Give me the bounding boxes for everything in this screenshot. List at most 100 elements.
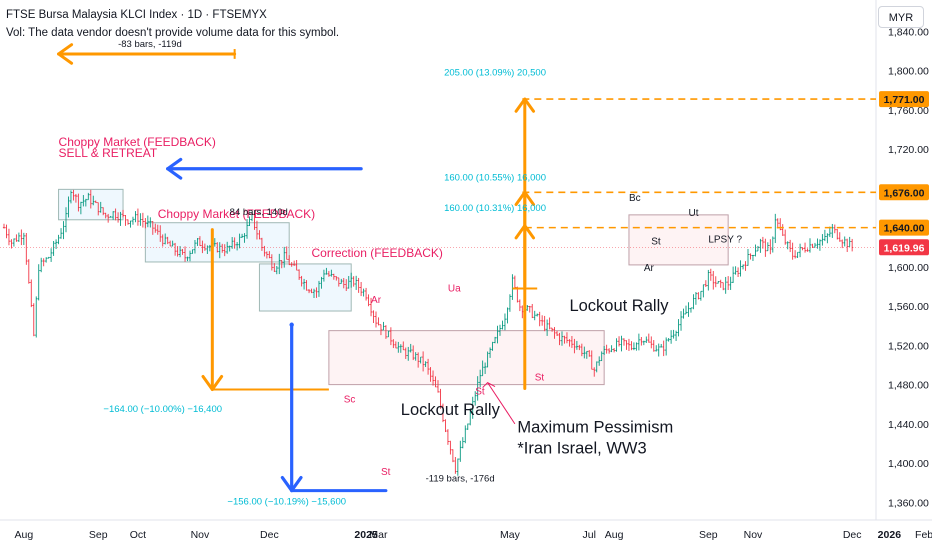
x-tick-label: 2025 [354,529,378,541]
candle [342,278,345,289]
candle [35,296,38,338]
candle [511,274,514,300]
candle [355,275,358,290]
candle [625,340,628,350]
candle [407,346,410,361]
candle [10,239,13,249]
candle [655,345,658,352]
candle [285,246,288,260]
candle [159,225,162,242]
candle [459,440,462,462]
candle [650,336,653,349]
wyckoff-st-1: St [381,467,391,478]
candle [531,303,534,319]
candle [154,223,157,233]
candle [734,266,737,275]
plot-area [0,0,876,520]
candle [134,211,137,223]
candle [776,218,779,229]
y-tick-label: 1,440.00 [888,419,929,431]
candle [578,344,581,351]
candle [258,230,261,240]
price-tag: 1,771.00 [879,91,929,108]
candle [389,327,392,346]
candle [570,336,574,348]
candle [479,369,482,388]
candle [320,276,323,289]
candle [528,305,531,313]
price-tag-bg [879,239,929,256]
candle [151,221,154,235]
candle [846,238,849,252]
candle [474,391,477,406]
candle [20,229,23,246]
candle [620,335,623,352]
candle [426,358,430,375]
candle [543,315,546,332]
candle [612,348,616,353]
candle [171,240,174,247]
candle [42,258,45,267]
candle [399,344,402,353]
candle [493,336,497,344]
candle [813,242,817,248]
candle [419,356,422,364]
wyckoff-st-3: St [535,373,545,384]
candle [412,345,415,361]
measure-label-rise-low: 160.00 (10.31%) 16,000 [444,203,546,214]
rise-arrow-top-head [514,97,536,113]
price-tag-label: 1,619.96 [884,242,925,254]
candle [826,233,829,244]
candle [791,242,794,260]
candle [245,219,249,239]
candle [617,336,621,347]
measure-label-decline: −156.00 (−10.19%) −15,600 [227,496,346,507]
candle [149,217,152,228]
measure-arrow-left [57,43,237,65]
candle [372,310,375,323]
candle [508,294,512,312]
candle [116,212,120,223]
candle [538,311,541,327]
candle [808,238,812,253]
candle [550,327,554,332]
x-tick-label: Sep [89,529,108,541]
candle [560,331,564,346]
y-tick-label: 1,360.00 [888,497,929,509]
measure-label-rise-top: 205.00 (13.09%) 20,500 [444,68,546,79]
candle [727,276,730,290]
candle [248,216,251,226]
candle [699,290,702,301]
candle [446,429,450,445]
candle [121,209,125,218]
candle [422,351,425,372]
candle [72,189,75,201]
candle [692,294,695,310]
candle [47,256,50,259]
measure-label-drop: −164.00 (−10.00%) −16,400 [103,404,222,415]
currency-selector[interactable]: MYR [878,6,924,28]
candle [206,245,209,254]
candle [347,276,350,289]
candle [461,437,464,449]
candle [761,236,764,249]
candle [402,341,405,351]
range-box [628,214,729,266]
measure-label-2: 84 bars, 140d [230,207,288,218]
candle [580,343,583,357]
candle [652,340,655,352]
x-tick-label: Nov [191,529,210,541]
candle [789,239,792,253]
range-box [258,263,352,312]
candle [295,260,298,271]
candle [283,246,286,268]
candle [803,242,807,253]
candle [74,193,78,203]
candle [12,238,16,247]
candle [684,305,688,315]
candle [771,236,774,253]
candle [17,232,20,242]
candle [595,361,598,373]
